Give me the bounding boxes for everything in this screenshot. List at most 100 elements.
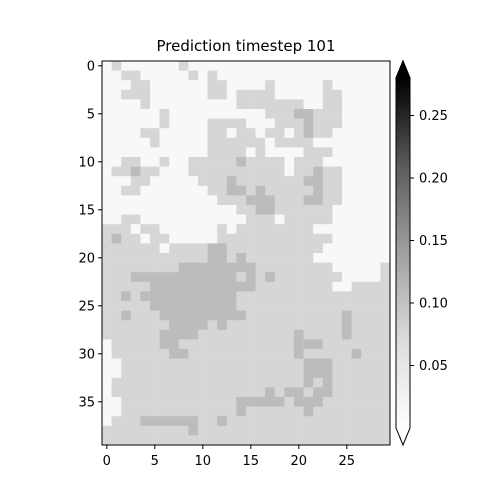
heatmap-cell xyxy=(313,166,324,177)
heatmap-cell xyxy=(236,406,247,417)
heatmap-cell xyxy=(178,80,189,91)
heatmap-cell xyxy=(380,301,391,311)
heatmap-cell xyxy=(246,310,256,321)
heatmap-cell xyxy=(361,358,372,369)
heatmap-cell xyxy=(102,397,112,407)
heatmap-cell xyxy=(121,349,132,359)
heatmap-cell xyxy=(332,397,343,407)
heatmap-cell xyxy=(332,80,343,91)
heatmap-cell xyxy=(236,329,247,340)
heatmap-cell xyxy=(255,109,266,119)
heatmap-cell xyxy=(169,157,180,167)
heatmap-cell xyxy=(198,310,208,321)
heatmap-cell xyxy=(294,358,304,369)
heatmap-cell xyxy=(169,214,180,225)
heatmap-cell xyxy=(111,272,122,283)
heatmap-cell xyxy=(121,147,132,158)
heatmap-cell xyxy=(159,185,170,196)
heatmap-cell xyxy=(130,339,141,350)
heatmap-cell xyxy=(284,166,295,177)
heatmap-cell xyxy=(370,166,381,177)
heatmap-cell xyxy=(188,61,199,71)
heatmap-cell xyxy=(159,253,170,263)
heatmap-cell xyxy=(361,349,372,359)
heatmap-cell xyxy=(246,281,256,292)
heatmap-cell xyxy=(246,147,256,158)
heatmap-cell xyxy=(284,349,295,359)
heatmap-cell xyxy=(332,185,343,196)
heatmap-cell xyxy=(294,61,304,71)
heatmap-cell xyxy=(130,262,141,273)
heatmap-cell xyxy=(178,70,189,81)
heatmap-cell xyxy=(169,339,180,350)
heatmap-cell xyxy=(121,339,132,350)
heatmap-cell xyxy=(140,243,151,254)
heatmap-cell xyxy=(102,128,112,139)
heatmap-cell xyxy=(322,416,333,427)
heatmap-cell xyxy=(198,262,208,273)
heatmap-cell xyxy=(188,310,199,321)
heatmap-cell xyxy=(284,329,295,340)
x-tick-label: 0 xyxy=(103,454,111,469)
heatmap-cell xyxy=(130,176,141,187)
heatmap-cell xyxy=(303,195,314,206)
heatmap-cell xyxy=(246,80,256,91)
heatmap-cell xyxy=(111,109,122,119)
y-tick-label: 0 xyxy=(87,59,95,74)
heatmap-cell xyxy=(284,195,295,206)
heatmap-cell xyxy=(169,377,180,388)
heatmap-cell xyxy=(322,301,333,311)
heatmap-cell xyxy=(303,329,314,340)
heatmap-cell xyxy=(226,387,237,398)
heatmap-cell xyxy=(342,272,352,283)
heatmap-cell xyxy=(207,243,218,254)
heatmap-cell xyxy=(159,291,170,302)
heatmap-cell xyxy=(217,176,228,187)
heatmap-cell xyxy=(255,214,266,225)
heatmap-cell xyxy=(169,349,180,359)
heatmap-cell xyxy=(121,70,132,81)
heatmap-cell xyxy=(226,310,237,321)
heatmap-cell xyxy=(236,320,247,331)
heatmap-cell xyxy=(150,368,160,379)
heatmap-cell xyxy=(226,205,237,215)
heatmap-cell xyxy=(111,80,122,91)
heatmap-cell xyxy=(178,435,189,446)
heatmap-cell xyxy=(217,89,228,100)
heatmap-cell xyxy=(274,339,285,350)
heatmap-cell xyxy=(274,291,285,302)
heatmap-cell xyxy=(303,339,314,350)
colorbar: 0.05 0.10 0.15 0.20 0.25 xyxy=(395,59,448,447)
heatmap-cell xyxy=(178,185,189,196)
heatmap-cell xyxy=(351,387,362,398)
heatmap-cell xyxy=(303,224,314,235)
heatmap-cell xyxy=(361,377,372,388)
heatmap-cell xyxy=(303,61,314,71)
heatmap-cell xyxy=(351,185,362,196)
heatmap-cell xyxy=(111,147,122,158)
heatmap-cell xyxy=(380,310,391,321)
heatmap-cell xyxy=(169,320,180,331)
heatmap-cell xyxy=(342,147,352,158)
heatmap-cell xyxy=(198,406,208,417)
heatmap-cell xyxy=(370,214,381,225)
heatmap-cell xyxy=(313,61,324,71)
heatmap-cell xyxy=(322,99,333,110)
heatmap-cell xyxy=(303,425,314,436)
heatmap-cell xyxy=(226,368,237,379)
heatmap-cell xyxy=(380,137,391,148)
heatmap-cell xyxy=(361,301,372,311)
heatmap-cell xyxy=(294,157,304,167)
heatmap-cell xyxy=(313,70,324,81)
heatmap-cell xyxy=(102,89,112,100)
heatmap-cell xyxy=(351,224,362,235)
heatmap-cell xyxy=(236,195,247,206)
heatmap-cell xyxy=(121,205,132,215)
heatmap-cell xyxy=(198,339,208,350)
heatmap-cell xyxy=(217,205,228,215)
heatmap-cell xyxy=(303,301,314,311)
heatmap-cell xyxy=(313,435,324,446)
heatmap-cell xyxy=(130,243,141,254)
heatmap-cell xyxy=(188,176,199,187)
heatmap-cell xyxy=(102,253,112,263)
